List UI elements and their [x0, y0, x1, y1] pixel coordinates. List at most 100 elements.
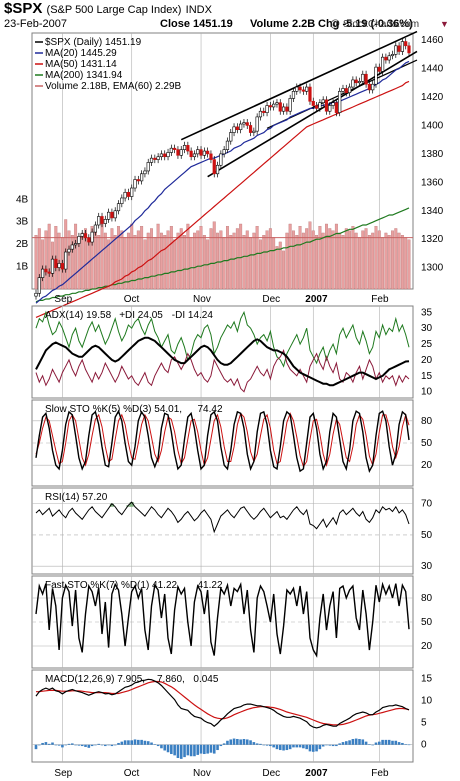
- macd-histogram-bar: [384, 739, 388, 745]
- channel-upper-line: [180, 30, 418, 141]
- candle-body: [47, 271, 51, 274]
- macd-histogram-bar: [397, 742, 401, 745]
- candle-body: [354, 79, 358, 84]
- volume-bar: [397, 232, 401, 290]
- candle-body: [146, 162, 150, 172]
- macd-histogram-bar: [236, 738, 239, 745]
- macd-tick-3: 0: [421, 740, 427, 751]
- candle-body: [281, 106, 286, 112]
- macd-histogram-bar: [381, 739, 384, 745]
- credit: @ StockCharts.com: [330, 19, 420, 30]
- macd-histogram-bar: [318, 744, 322, 750]
- macd-histogram-bar: [288, 744, 292, 750]
- macd-histogram-bar: [74, 744, 77, 746]
- volume-tick-2: 2B: [16, 239, 29, 250]
- volume-bar: [209, 228, 213, 290]
- volume-bar: [123, 237, 127, 290]
- volume-bar: [275, 246, 279, 290]
- candle-body: [364, 73, 368, 85]
- macd-histogram-bar: [321, 744, 325, 747]
- macd-xtick-4: 2007: [305, 768, 328, 779]
- macd-histogram-bar: [153, 744, 157, 745]
- volume-bar: [130, 223, 134, 290]
- candle-body: [149, 157, 154, 163]
- slow-sto-k-line: [35, 409, 410, 473]
- macd-histogram-bar: [47, 743, 51, 745]
- macd-histogram-bar: [179, 744, 183, 759]
- price-tick-2: 1420: [421, 92, 444, 103]
- volume-bar: [80, 232, 84, 290]
- candle-body: [199, 149, 203, 156]
- candle-body: [64, 251, 68, 270]
- candle-body: [169, 147, 173, 153]
- volume-bar: [126, 232, 130, 290]
- macd-legend-1: 7.860,: [157, 674, 185, 685]
- macd-histogram-bar: [71, 743, 74, 745]
- candle-body: [239, 123, 243, 131]
- macd-histogram-bar: [127, 740, 130, 745]
- macd-histogram-bar: [51, 742, 54, 745]
- plus-di-line: [35, 310, 410, 368]
- candle-body: [361, 73, 365, 82]
- volume-bar: [140, 226, 144, 290]
- slow-sto-legend-0: Slow STO %K(5) %D(3) 54.01,: [45, 404, 182, 415]
- macd-histogram-bar: [249, 740, 252, 745]
- volume-bar: [298, 226, 302, 290]
- candle-body: [41, 268, 45, 278]
- channel-lower-line: [207, 50, 418, 178]
- candle-body: [34, 292, 38, 297]
- candle-body: [318, 102, 322, 109]
- price-tick-8: 1300: [421, 263, 444, 274]
- volume-tick-0: 4B: [16, 194, 29, 205]
- volume-bar: [301, 232, 305, 290]
- macd-histogram-bar: [368, 744, 371, 745]
- volume-bar: [311, 230, 315, 290]
- candle-body: [225, 140, 230, 150]
- candle-body: [209, 153, 213, 160]
- fast-sto-tick-0: 80: [421, 593, 433, 604]
- candle-body: [301, 89, 305, 92]
- macd-histogram-bar: [209, 744, 213, 753]
- price-xtick-2: Nov: [193, 294, 211, 305]
- macd-histogram-bar: [189, 744, 193, 757]
- volume-bar: [173, 239, 177, 290]
- candle-body: [202, 150, 206, 156]
- macd-histogram-bar: [239, 739, 242, 745]
- price-tick-4: 1380: [421, 149, 444, 160]
- candle-body: [80, 233, 84, 237]
- macd-histogram-bar: [371, 744, 374, 746]
- macd-histogram-bar: [212, 744, 216, 754]
- macd-histogram-bar: [387, 739, 391, 745]
- candle-body: [272, 103, 276, 108]
- macd-histogram-bar: [391, 740, 394, 745]
- candle-body: [116, 203, 121, 212]
- candle-body: [67, 248, 71, 253]
- macd-histogram-bar: [374, 742, 378, 745]
- macd-tick-0: 15: [421, 673, 433, 684]
- volume-bar: [41, 239, 45, 290]
- volume-bar: [212, 221, 216, 290]
- volume-bar: [371, 232, 375, 290]
- volume-bar: [308, 221, 312, 290]
- volume-bar: [186, 223, 190, 290]
- candle-body: [87, 237, 91, 243]
- candle-body: [179, 149, 183, 156]
- chart-title: $SPX (S&P 500 Large Cap Index) INDX: [4, 0, 212, 17]
- volume-bar: [325, 223, 328, 290]
- candle-body: [295, 86, 299, 92]
- candle-body: [50, 258, 55, 274]
- candle-body: [328, 105, 332, 112]
- volume-bar: [216, 232, 219, 290]
- price-xtick-3: Dec: [262, 294, 280, 305]
- macd-panel-frame: [31, 669, 414, 763]
- support-line: [266, 59, 418, 129]
- volume-bar: [44, 230, 48, 290]
- price-legend-3: MA(200) 1341.94: [45, 70, 123, 81]
- macd-histogram-bar: [341, 742, 345, 745]
- macd-histogram-bar: [186, 744, 190, 756]
- candle-body: [143, 170, 147, 175]
- candle-body: [215, 164, 220, 175]
- candle-body: [83, 233, 88, 239]
- candle-body: [265, 105, 269, 113]
